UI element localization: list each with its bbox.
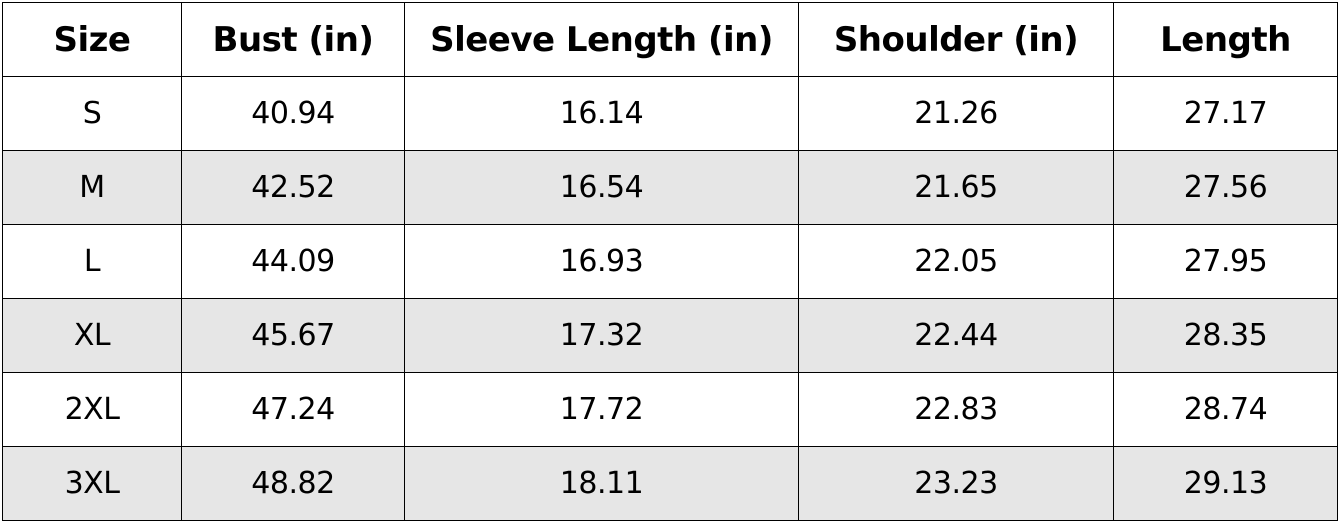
cell-shoulder: 21.65 [798,150,1114,225]
cell-length: 28.74 [1113,372,1338,447]
cell-shoulder: 22.05 [798,224,1114,299]
cell-size: 2XL [2,372,182,447]
table-row: S 40.94 16.14 21.26 27.17 [2,76,1338,151]
table-row: 3XL 48.82 18.11 23.23 29.13 [2,446,1338,521]
table-row: 2XL 47.24 17.72 22.83 28.74 [2,372,1338,447]
cell-shoulder: 21.26 [798,76,1114,151]
cell-sleeve-length: 17.72 [404,372,799,447]
cell-shoulder: 22.44 [798,298,1114,373]
cell-length: 27.56 [1113,150,1338,225]
cell-sleeve-length: 17.32 [404,298,799,373]
cell-sleeve-length: 18.11 [404,446,799,521]
cell-bust: 48.82 [181,446,405,521]
cell-sleeve-length: 16.54 [404,150,799,225]
cell-bust: 42.52 [181,150,405,225]
cell-bust: 40.94 [181,76,405,151]
cell-bust: 44.09 [181,224,405,299]
cell-length: 27.95 [1113,224,1338,299]
cell-size: XL [2,298,182,373]
table-row: L 44.09 16.93 22.05 27.95 [2,224,1338,299]
header-sleeve-length: Sleeve Length (in) [404,2,799,77]
cell-shoulder: 23.23 [798,446,1114,521]
cell-size: 3XL [2,446,182,521]
header-shoulder: Shoulder (in) [798,2,1114,77]
cell-shoulder: 22.83 [798,372,1114,447]
table-row: XL 45.67 17.32 22.44 28.35 [2,298,1338,373]
cell-length: 28.35 [1113,298,1338,373]
header-size: Size [2,2,182,77]
cell-length: 29.13 [1113,446,1338,521]
cell-sleeve-length: 16.14 [404,76,799,151]
cell-size: S [2,76,182,151]
cell-sleeve-length: 16.93 [404,224,799,299]
header-row: Size Bust (in) Sleeve Length (in) Should… [2,2,1338,77]
cell-size: L [2,224,182,299]
cell-bust: 45.67 [181,298,405,373]
cell-size: M [2,150,182,225]
cell-bust: 47.24 [181,372,405,447]
header-length: Length [1113,2,1338,77]
cell-length: 27.17 [1113,76,1338,151]
table-row: M 42.52 16.54 21.65 27.56 [2,150,1338,225]
header-bust: Bust (in) [181,2,405,77]
